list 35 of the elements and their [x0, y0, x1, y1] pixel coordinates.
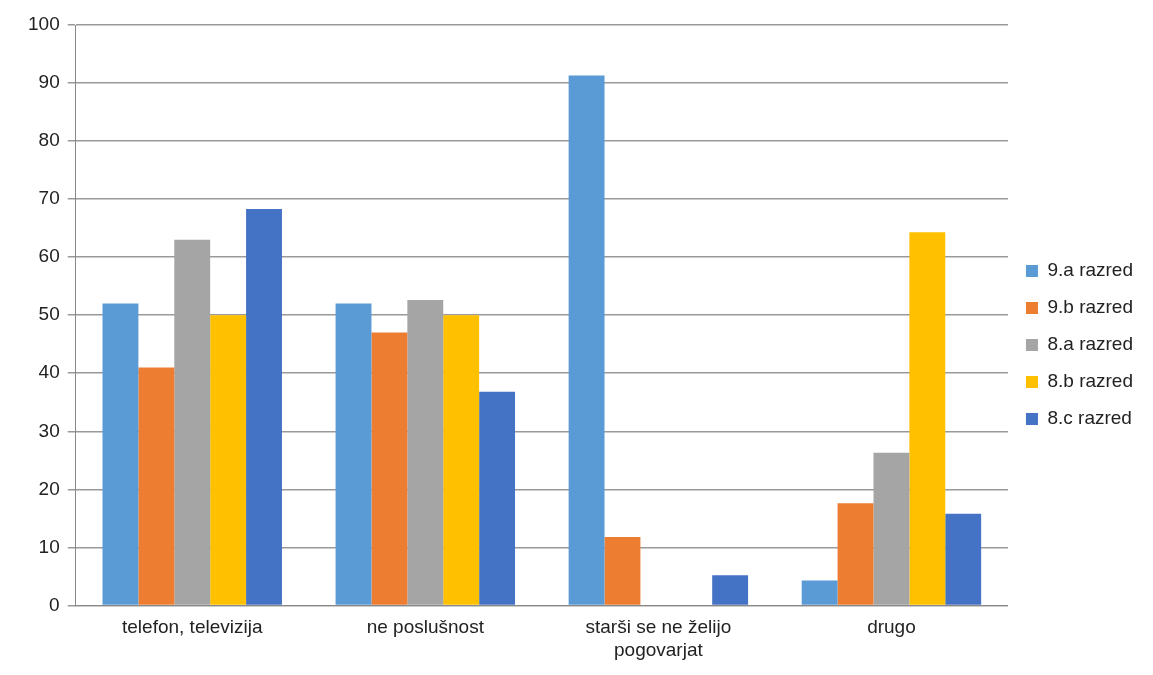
bar — [335, 303, 372, 605]
x-tick-label: starši se ne želijo pogovarjat — [585, 616, 732, 660]
y-tick-label: 60 — [38, 245, 60, 267]
bar — [210, 315, 247, 605]
bar — [246, 208, 282, 605]
legend-label: 8.a razred — [1047, 333, 1133, 355]
bar — [909, 232, 946, 605]
y-tick-label: 20 — [38, 477, 60, 499]
bar — [479, 391, 516, 605]
legend-label: 9.b razred — [1047, 296, 1133, 318]
bar — [443, 315, 480, 605]
bar — [138, 367, 175, 605]
bar — [712, 575, 749, 605]
bar — [837, 503, 874, 605]
y-tick-label: 10 — [38, 535, 60, 557]
y-tick-label: 90 — [38, 71, 60, 93]
legend-label: 8.c razred — [1047, 407, 1132, 429]
x-tick-label: drugo — [867, 616, 916, 638]
legend-label: 8.b razred — [1047, 370, 1133, 392]
bar — [371, 332, 408, 605]
y-tick-label: 100 — [28, 13, 60, 35]
bar — [801, 580, 838, 605]
x-tick-label: ne poslušnost — [366, 616, 485, 638]
bar — [102, 303, 139, 605]
y-tick-label: 30 — [38, 419, 60, 441]
y-tick-label: 70 — [38, 187, 60, 209]
bar — [604, 536, 641, 605]
bar — [945, 513, 982, 605]
y-tick-label: 50 — [38, 303, 60, 325]
legend-label: 9.a razred — [1047, 259, 1133, 281]
y-tick-label: 40 — [38, 361, 60, 383]
y-tick-label: 0 — [49, 593, 60, 615]
x-tick-label: telefon, televizija — [122, 616, 263, 638]
y-tick-label: 80 — [38, 129, 60, 151]
bar — [568, 75, 605, 605]
